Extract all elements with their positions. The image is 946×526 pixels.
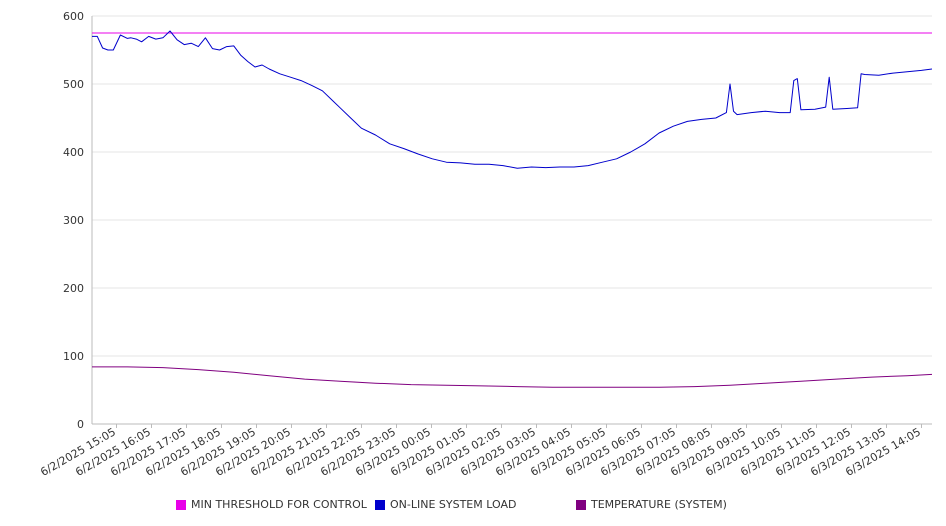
series-line-system-load	[92, 30, 933, 169]
legend-swatch	[375, 499, 385, 510]
y-tick-label: 0	[77, 418, 84, 431]
gridlines	[92, 15, 932, 357]
legend-swatch	[576, 499, 586, 510]
y-tick-label: 100	[63, 350, 84, 363]
legend-label: TEMPERATURE (SYSTEM)	[591, 498, 727, 511]
y-tick-label: 300	[63, 214, 84, 227]
y-tick-label: 200	[63, 282, 84, 295]
legend: MIN THRESHOLD FOR CONTROL ON-LINE SYSTEM…	[0, 498, 946, 516]
y-tick-label: 400	[63, 146, 84, 159]
legend-item-temperature[interactable]: TEMPERATURE (SYSTEM)	[576, 498, 727, 511]
series-lines	[92, 30, 933, 388]
y-axis-ticks: 0 100 200 300 400 500 600	[63, 10, 84, 431]
y-tick-label: 500	[63, 78, 84, 91]
legend-swatch	[176, 499, 186, 510]
legend-label: ON-LINE SYSTEM LOAD	[390, 498, 517, 511]
legend-label: MIN THRESHOLD FOR CONTROL	[191, 498, 367, 511]
x-axis-ticks: 6/2/2025 15:056/2/2025 16:056/2/2025 17:…	[38, 424, 923, 479]
y-tick-label: 600	[63, 10, 84, 23]
series-line-temperature	[92, 366, 933, 388]
legend-item-threshold[interactable]: MIN THRESHOLD FOR CONTROL	[176, 498, 367, 511]
axes	[91, 16, 932, 425]
legend-item-system-load[interactable]: ON-LINE SYSTEM LOAD	[375, 498, 516, 511]
